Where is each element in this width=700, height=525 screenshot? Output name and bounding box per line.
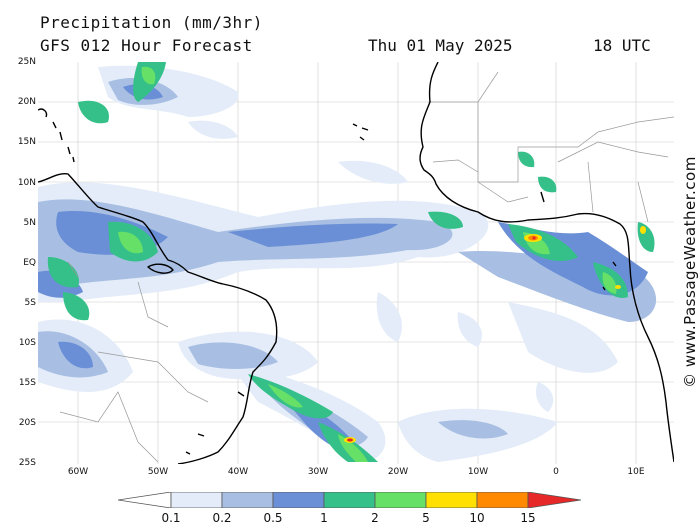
lon-label-0: 0 bbox=[553, 467, 559, 477]
lat-label-25n: 25N bbox=[17, 57, 36, 67]
lat-label-5s: 5S bbox=[24, 298, 36, 308]
legend-swatch-5 bbox=[425, 492, 478, 508]
lat-label-5n: 5N bbox=[23, 218, 36, 228]
copyright-credit: © www.PassageWeather.com bbox=[681, 156, 699, 388]
legend-swatch-2 bbox=[374, 492, 427, 508]
legend-tick-0.5: 0.5 bbox=[263, 511, 283, 525]
lon-label-10e: 10E bbox=[627, 467, 645, 477]
precip-legend-bar bbox=[118, 492, 582, 508]
forecast-datetime: Thu 01 May 2025 bbox=[368, 36, 513, 55]
lon-label-20w: 20W bbox=[387, 467, 409, 477]
legend-tick-2: 2 bbox=[371, 511, 379, 525]
forecast-subtitle: GFS 012 Hour Forecast bbox=[40, 36, 253, 55]
legend-tick-10: 10 bbox=[469, 511, 485, 525]
legend-arrow-high bbox=[527, 492, 582, 508]
lat-label-20s: 20S bbox=[18, 418, 36, 428]
legend-tick-15: 15 bbox=[520, 511, 536, 525]
precip-band-green bbox=[118, 66, 617, 462]
coastlines bbox=[38, 62, 674, 464]
lat-label-15s: 15S bbox=[18, 378, 36, 388]
legend-arrow-low bbox=[118, 492, 172, 508]
lat-label-20n: 20N bbox=[17, 97, 36, 107]
legend-tick-1: 1 bbox=[320, 511, 328, 525]
lat-label-15n: 15N bbox=[17, 137, 36, 147]
lon-label-50w: 50W bbox=[147, 467, 169, 477]
precipitation-map bbox=[38, 62, 674, 464]
lon-label-40w: 40W bbox=[227, 467, 249, 477]
lon-label-30w: 30W bbox=[307, 467, 329, 477]
legend-tick-0.1: 0.1 bbox=[161, 511, 181, 525]
legend-tick-0.2: 0.2 bbox=[212, 511, 232, 525]
lat-label-eq: EQ bbox=[23, 258, 36, 268]
legend-swatch-0.5 bbox=[272, 492, 325, 508]
legend-tick-5: 5 bbox=[422, 511, 430, 525]
lat-label-10n: 10N bbox=[17, 178, 36, 188]
lat-label-25s: 25S bbox=[18, 458, 36, 468]
precip-band-heavy bbox=[344, 226, 646, 443]
legend-swatch-0.1 bbox=[170, 492, 223, 508]
forecast-time-utc: 18 UTC bbox=[593, 36, 651, 55]
country-borders bbox=[59, 71, 674, 463]
lon-label-10w: 10W bbox=[467, 467, 489, 477]
legend-swatch-0.2 bbox=[221, 492, 274, 508]
map-title: Precipitation (mm/3hr) bbox=[40, 13, 263, 32]
legend-swatch-10 bbox=[476, 492, 529, 508]
lat-label-10s: 10S bbox=[18, 338, 36, 348]
legend-swatch-1 bbox=[323, 492, 376, 508]
lon-label-60w: 60W bbox=[67, 467, 89, 477]
